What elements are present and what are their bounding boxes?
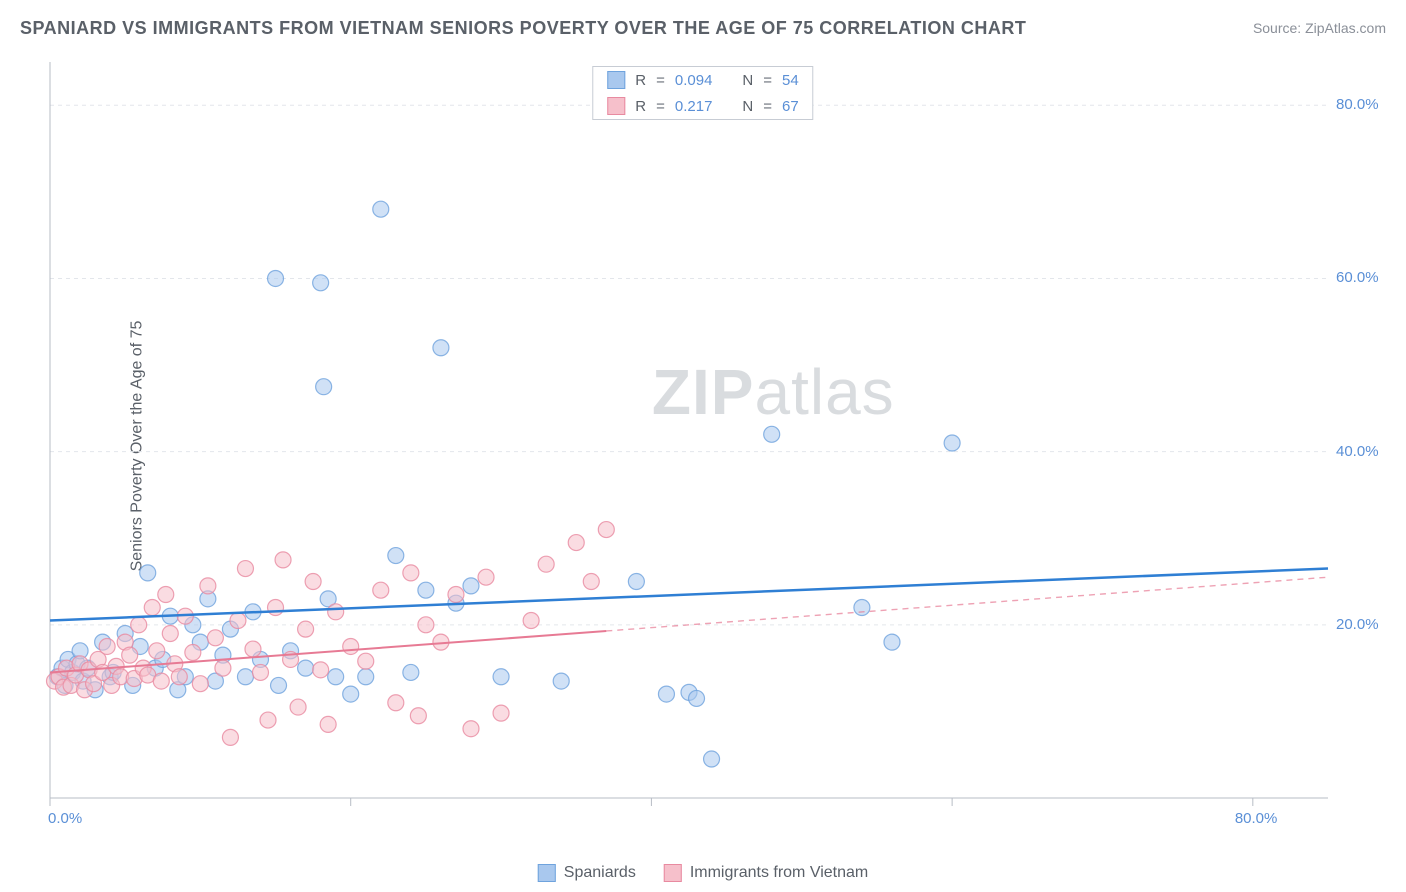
x-tick-label: 0.0%	[48, 810, 82, 827]
equals: =	[763, 98, 772, 115]
legend-swatch	[607, 97, 625, 115]
x-tick-label: 80.0%	[1235, 810, 1278, 827]
legend-swatch	[538, 864, 556, 882]
legend-swatch	[664, 864, 682, 882]
scatter-plot	[48, 62, 1384, 826]
equals: =	[656, 98, 665, 115]
r-value: 0.217	[675, 98, 713, 115]
equals: =	[763, 72, 772, 89]
y-tick-label: 40.0%	[1336, 443, 1379, 460]
chart-title: SPANIARD VS IMMIGRANTS FROM VIETNAM SENI…	[20, 18, 1026, 39]
series-legend-item: Spaniards	[538, 864, 636, 882]
r-label: R	[635, 98, 646, 115]
correlation-row: R = 0.094 N = 54	[593, 67, 812, 93]
series-legend-item: Immigrants from Vietnam	[664, 864, 868, 882]
series-label: Immigrants from Vietnam	[690, 864, 868, 882]
n-value: 54	[782, 72, 799, 89]
r-value: 0.094	[675, 72, 713, 89]
r-label: R	[635, 72, 646, 89]
y-tick-label: 60.0%	[1336, 269, 1379, 286]
series-legend: Spaniards Immigrants from Vietnam	[538, 864, 868, 882]
y-tick-label: 80.0%	[1336, 96, 1379, 113]
correlation-row: R = 0.217 N = 67	[593, 93, 812, 119]
equals: =	[656, 72, 665, 89]
n-label: N	[742, 98, 753, 115]
correlation-legend: R = 0.094 N = 54 R = 0.217 N = 67	[592, 66, 813, 120]
y-tick-label: 20.0%	[1336, 616, 1379, 633]
plot-svg	[48, 62, 1384, 826]
n-label: N	[742, 72, 753, 89]
series-label: Spaniards	[564, 864, 636, 882]
source-label: Source: ZipAtlas.com	[1253, 20, 1386, 36]
legend-swatch	[607, 71, 625, 89]
n-value: 67	[782, 98, 799, 115]
